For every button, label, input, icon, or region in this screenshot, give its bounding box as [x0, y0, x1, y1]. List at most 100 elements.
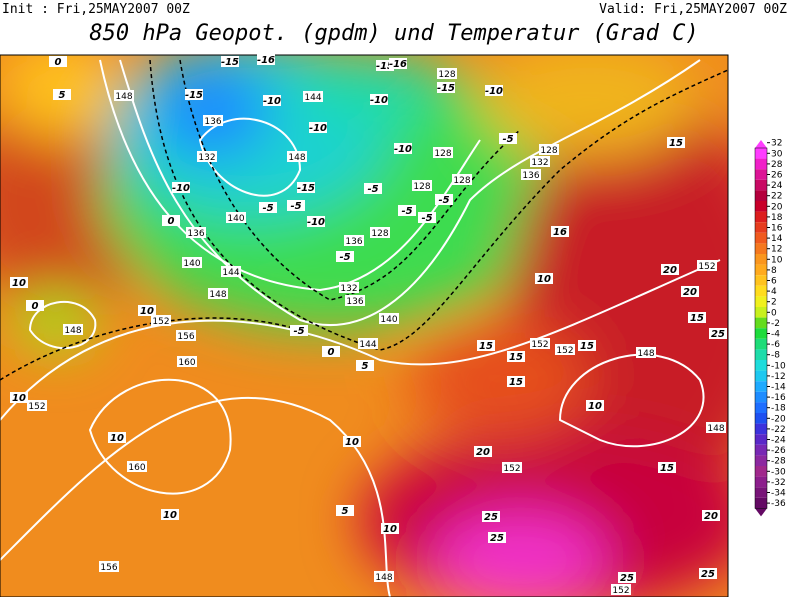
label-box	[182, 257, 202, 268]
colorbar-swatch	[755, 307, 767, 318]
label-box	[161, 509, 179, 520]
geopotential-label: 140	[183, 259, 200, 269]
label-box	[697, 260, 717, 271]
label-box	[437, 82, 455, 93]
label-box	[418, 212, 436, 223]
temperature-label: 25	[620, 573, 634, 584]
map-frame	[0, 54, 729, 597]
colorbar-label: 18	[771, 213, 783, 223]
temperature-label: 25	[490, 533, 504, 544]
geopotential-label: 136	[187, 229, 204, 239]
temperature-label: -10	[309, 123, 327, 134]
temperature-label: 10	[537, 274, 551, 285]
label-box	[539, 144, 559, 155]
label-box	[138, 305, 156, 316]
colorbar-label: -28	[771, 457, 786, 467]
colorbar-swatch	[755, 222, 767, 233]
label-box	[376, 60, 394, 71]
colorbar-label: 16	[771, 224, 783, 234]
label-box	[394, 143, 412, 154]
temperature-label: -15	[185, 90, 203, 101]
temperature-label: -10	[307, 217, 325, 228]
colorbar-swatch	[755, 158, 767, 170]
temperature-label: -5	[293, 326, 304, 337]
temperature-label: 25	[701, 569, 715, 580]
label-box	[63, 324, 83, 335]
temperature-label: -5	[401, 206, 412, 217]
colorbar-label: 26	[771, 171, 783, 181]
label-box	[358, 338, 378, 349]
temperature-label: 25	[484, 512, 498, 523]
label-box	[263, 95, 281, 106]
colorbar-swatch	[755, 254, 767, 265]
label-box	[177, 356, 197, 367]
colorbar-label: 24	[771, 181, 783, 191]
label-box	[555, 344, 575, 355]
label-box	[336, 505, 354, 516]
temperature-label: -5	[438, 195, 449, 206]
temperature-label: -16	[389, 59, 407, 70]
geopotential-label: 152	[531, 340, 548, 350]
colorbar-swatch	[755, 413, 767, 424]
label-box	[658, 462, 676, 473]
isotherms	[0, 59, 728, 381]
label-box	[521, 169, 541, 180]
label-box	[345, 295, 365, 306]
label-box	[356, 360, 374, 371]
label-box	[578, 340, 596, 351]
temperature-label: 0	[328, 347, 335, 358]
temperature-label: -10	[172, 183, 190, 194]
temperature-label: 16	[553, 227, 567, 238]
colorbar-label: 32	[771, 139, 782, 149]
geopotential-label: 152	[556, 346, 573, 356]
colorbar-label: -22	[771, 425, 786, 435]
geopotential-label: 152	[152, 317, 169, 327]
colorbar-label: 6	[771, 277, 777, 287]
temperature-label: 10	[110, 433, 124, 444]
colorbar-swatch	[755, 349, 767, 360]
label-box	[667, 137, 685, 148]
colorbar-swatch	[755, 264, 767, 276]
temperature-label: 10	[140, 306, 154, 317]
label-box	[507, 351, 525, 362]
temperature-label: 20	[704, 511, 718, 522]
colorbar-swatch	[755, 455, 767, 466]
label-box	[49, 56, 67, 67]
temperature-label: -15	[437, 83, 455, 94]
geopotential-label: 156	[177, 332, 194, 342]
colorbar-label: 12	[771, 245, 782, 255]
geopotential-label: 144	[222, 268, 239, 278]
label-box	[681, 286, 699, 297]
label-box	[437, 68, 457, 79]
temperature-label: 20	[663, 265, 677, 276]
label-box	[10, 392, 28, 403]
temperature-label: 15	[509, 377, 523, 388]
temperature-label: 25	[711, 329, 725, 340]
geopotential-label: 128	[540, 146, 557, 156]
colorbar-label: -24	[771, 436, 786, 446]
colorbar-label: 2	[771, 298, 777, 308]
label-box	[530, 338, 550, 349]
label-box	[586, 400, 604, 411]
temperature-label: 20	[476, 447, 490, 458]
geopotential-label: 132	[531, 158, 548, 168]
colorbar-label: -6	[771, 340, 780, 350]
geopotential-label: 128	[371, 229, 388, 239]
label-box	[221, 56, 239, 67]
colorbar-swatch	[755, 381, 767, 392]
temperature-label: 15	[479, 341, 493, 352]
label-box	[636, 347, 656, 358]
temperature-label: -5	[421, 213, 432, 224]
colorbar-label: -36	[771, 499, 786, 509]
init-time: Init : Fri,25MAY2007 00Z	[2, 2, 190, 17]
label-box	[551, 226, 569, 237]
colorbar-swatch	[755, 466, 767, 477]
colorbar-swatch	[755, 444, 767, 456]
geopotential-label: 160	[178, 358, 195, 368]
label-box	[488, 532, 506, 543]
geopotential-label: 136	[204, 117, 221, 127]
label-box	[379, 313, 399, 324]
colorbar-swatch	[755, 190, 767, 201]
label-box	[435, 194, 453, 205]
